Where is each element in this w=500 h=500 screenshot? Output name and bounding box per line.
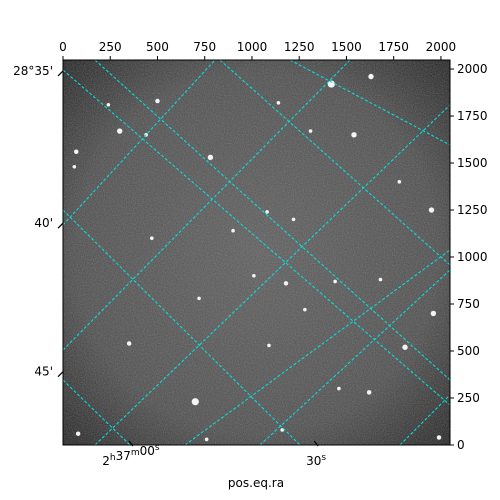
grid-line-0 [63, 69, 450, 406]
star-11 [207, 154, 214, 161]
plot-area [62, 59, 451, 446]
ra-tick-label-1: 30s [306, 453, 326, 468]
grid-line-11 [399, 394, 450, 445]
star-27 [267, 343, 271, 348]
dec-tick-label-1: 40' [34, 216, 53, 230]
star-33 [280, 428, 284, 432]
star-layer [72, 73, 442, 442]
right-tick-label-5: 1250 [457, 203, 488, 217]
star-22 [303, 307, 307, 312]
grid-line-10 [259, 269, 450, 445]
right-tick-label-2: 500 [457, 344, 480, 358]
grid-line-7 [63, 60, 351, 351]
star-32 [436, 435, 442, 440]
right-tick-label-3: 750 [457, 297, 480, 311]
star-9 [73, 149, 79, 154]
star-3 [106, 102, 111, 107]
star-10 [72, 164, 77, 169]
grid-line-2 [63, 379, 131, 445]
right-tick-label-6: 1500 [457, 156, 488, 170]
star-20 [378, 277, 383, 282]
star-16 [150, 236, 154, 241]
top-tick-label-8: 2000 [426, 40, 457, 54]
grid-line-6 [63, 60, 216, 226]
star-8 [308, 129, 313, 133]
top-tick-label-1: 250 [99, 40, 122, 54]
star-1 [368, 73, 374, 80]
star-31 [75, 431, 81, 436]
star-5 [116, 128, 123, 134]
dec-tick-0 [57, 70, 64, 77]
coordinate-grid [63, 60, 450, 445]
x-axis-label: pos.eq.ra [228, 476, 284, 490]
right-tick-label-1: 250 [457, 391, 480, 405]
right-tick-label-8: 2000 [457, 62, 488, 76]
star-30 [337, 386, 341, 391]
star-25 [126, 341, 132, 346]
star-14 [231, 228, 235, 233]
right-tick-label-7: 1750 [457, 109, 488, 123]
star-18 [283, 281, 289, 286]
star-28 [366, 390, 372, 395]
dec-tick-label-0: 28°35' [13, 64, 53, 78]
star-7 [351, 132, 357, 138]
top-tick-label-2: 500 [146, 40, 169, 54]
dec-tick-1 [57, 222, 64, 229]
star-19 [252, 274, 256, 278]
star-21 [197, 296, 201, 301]
star-23 [430, 310, 437, 317]
grid-line-8 [94, 104, 450, 445]
star-2 [155, 98, 160, 104]
ra-tick-label-0: 2h37m00s [102, 443, 160, 468]
star-4 [276, 101, 281, 105]
sky-image-noise [63, 60, 450, 445]
grid-line-5 [289, 60, 450, 146]
star-26 [402, 344, 408, 350]
world-coordinate-axes: 28°35' 40' 45' 2h37m00s 30s [13, 64, 326, 468]
right-pixel-axis: 0 250 500 750 1000 1250 1500 1750 2000 [450, 62, 488, 452]
top-tick-label-3: 750 [193, 40, 216, 54]
star-24 [333, 279, 337, 284]
star-0 [327, 80, 335, 88]
star-12 [397, 180, 402, 184]
star-15 [291, 217, 296, 222]
dec-tick-2 [57, 371, 64, 378]
top-tick-label-5: 1250 [284, 40, 315, 54]
star-34 [204, 437, 209, 442]
right-tick-label-4: 1000 [457, 250, 488, 264]
star-17 [265, 210, 269, 214]
plot-frame [62, 59, 451, 446]
top-tick-label-7: 1750 [378, 40, 409, 54]
ra-tick-0 [128, 440, 134, 447]
star-29 [191, 398, 199, 406]
top-pixel-axis: 0 250 500 750 1000 1250 1500 1750 2000 [59, 40, 456, 60]
top-tick-label-4: 1000 [237, 40, 268, 54]
grid-line-4 [219, 60, 450, 266]
grid-line-1 [63, 209, 301, 445]
top-tick-label-0: 0 [59, 40, 67, 54]
dec-tick-label-2: 45' [34, 365, 53, 379]
ra-tick-1 [313, 440, 319, 447]
star-13 [428, 207, 435, 213]
right-tick-label-0: 0 [457, 438, 465, 452]
top-tick-label-6: 1500 [331, 40, 362, 54]
